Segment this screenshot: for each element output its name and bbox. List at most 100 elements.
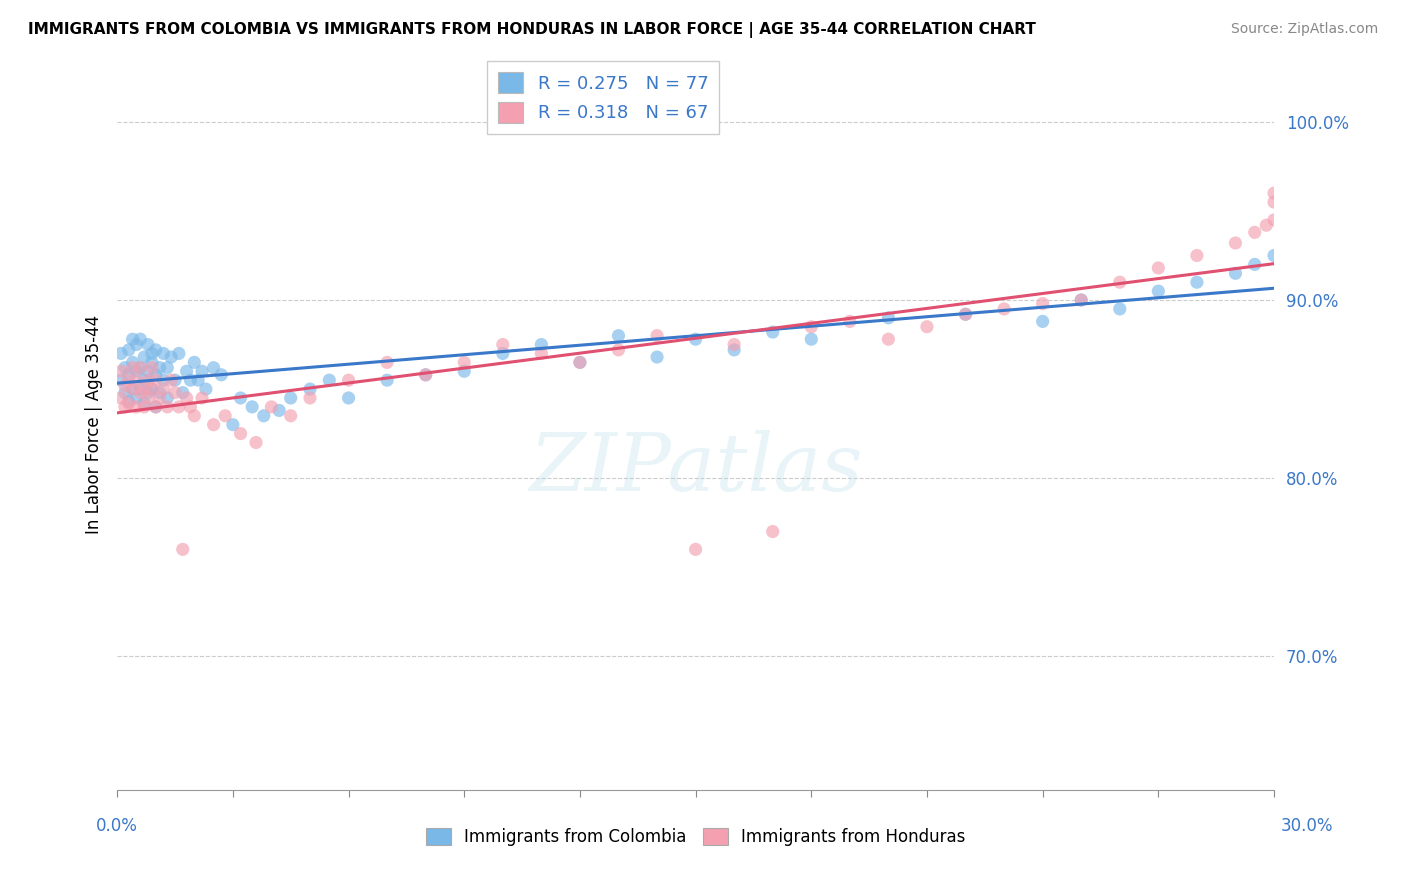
Point [141,382,163,396]
Point [121,355,143,369]
Point [141,346,163,360]
Point [118,373,141,387]
Point [149,360,172,375]
Point [110,373,132,387]
Point [110,364,132,378]
Point [121,332,143,346]
Point [280,409,302,423]
Point [156,400,179,414]
Point [125,391,148,405]
Point [134,373,156,387]
Point [955,307,977,321]
Point [141,355,163,369]
Point [121,360,143,375]
Point [1225,266,1247,280]
Point [229,426,252,441]
Point [260,400,283,414]
Point [877,332,900,346]
Point [129,332,152,346]
Point [645,350,668,364]
Point [530,337,553,351]
Point [114,378,136,392]
Point [280,391,302,405]
Point [202,417,225,432]
Point [229,391,252,405]
Text: 0.0%: 0.0% [96,817,138,835]
Point [179,400,201,414]
Legend: R = 0.275   N = 77, R = 0.318   N = 67: R = 0.275 N = 77, R = 0.318 N = 67 [486,62,718,134]
Point [723,337,745,351]
Point [118,394,141,409]
Point [1263,248,1285,262]
Point [1108,301,1130,316]
Point [607,328,630,343]
Point [1032,296,1054,310]
Point [118,368,141,382]
Point [375,355,398,369]
Point [118,343,141,357]
Point [191,391,214,405]
Point [121,382,143,396]
Point [136,391,159,405]
Point [176,391,198,405]
Point [149,391,172,405]
Point [129,360,152,375]
Point [136,373,159,387]
Point [214,409,236,423]
Point [136,385,159,400]
Point [110,346,132,360]
Point [145,400,167,414]
Point [125,373,148,387]
Point [163,385,186,400]
Point [415,368,437,382]
Text: IMMIGRANTS FROM COLOMBIA VS IMMIGRANTS FROM HONDURAS IN LABOR FORCE | AGE 35-44 : IMMIGRANTS FROM COLOMBIA VS IMMIGRANTS F… [28,22,1036,38]
Point [415,368,437,382]
Point [607,343,630,357]
Point [1147,284,1170,298]
Point [492,346,515,360]
Point [337,373,360,387]
Point [125,364,148,378]
Point [134,396,156,410]
Point [202,360,225,375]
Point [800,319,823,334]
Point [136,337,159,351]
Point [118,396,141,410]
Point [191,364,214,378]
Point [114,360,136,375]
Point [568,355,591,369]
Point [114,385,136,400]
Point [800,332,823,346]
Point [129,382,152,396]
Point [685,332,707,346]
Point [838,314,860,328]
Point [152,382,174,396]
Point [134,400,156,414]
Point [145,373,167,387]
Point [762,325,785,339]
Point [253,409,276,423]
Point [136,364,159,378]
Point [179,373,201,387]
Point [141,382,163,396]
Point [1263,195,1285,210]
Point [152,346,174,360]
Point [530,346,553,360]
Point [1185,275,1208,289]
Point [269,403,291,417]
Point [645,328,668,343]
Point [993,301,1015,316]
Point [337,391,360,405]
Point [167,400,190,414]
Point [245,435,267,450]
Point [114,400,136,414]
Point [163,373,186,387]
Point [183,355,205,369]
Point [1070,293,1092,307]
Point [121,382,143,396]
Point [125,337,148,351]
Point [149,385,172,400]
Point [298,391,321,405]
Point [1032,314,1054,328]
Point [183,409,205,423]
